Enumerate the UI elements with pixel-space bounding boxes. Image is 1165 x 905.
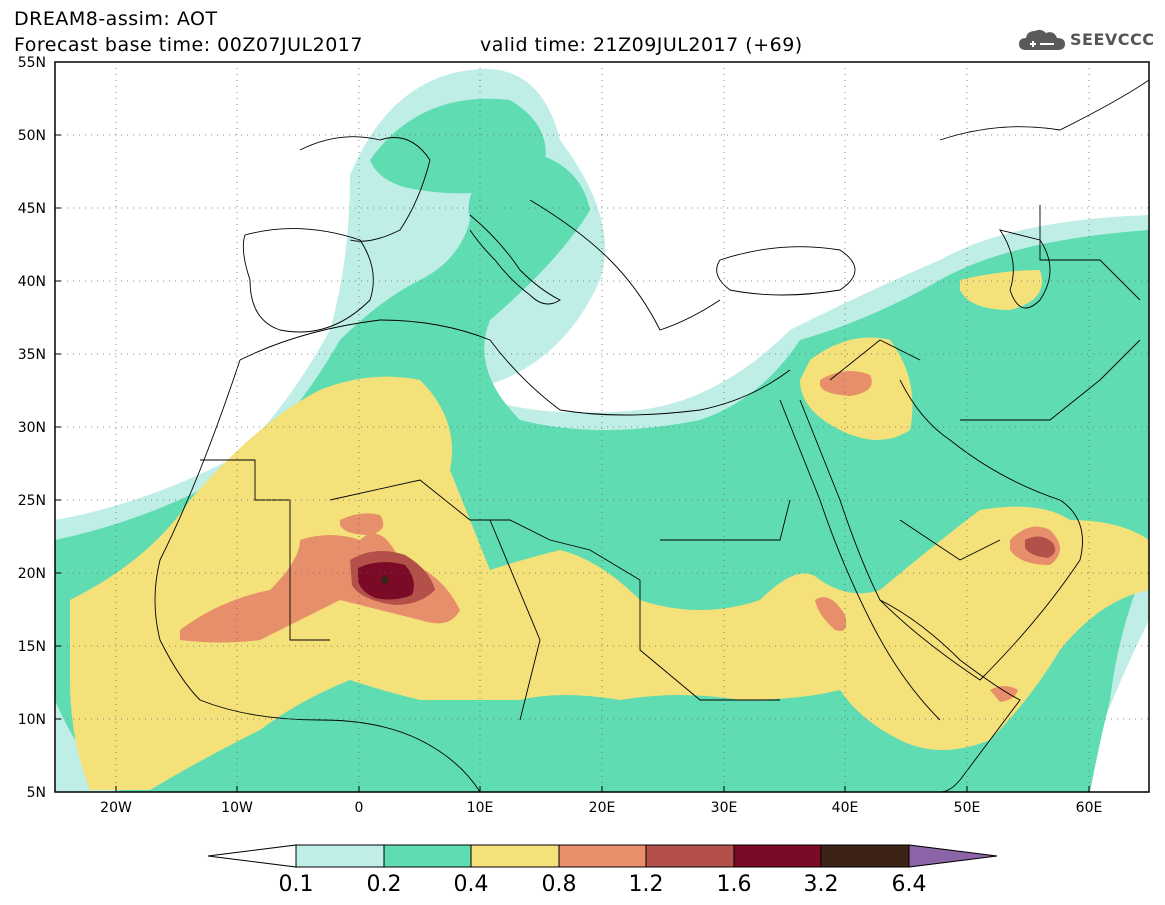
- colorbar-segment: [558, 844, 647, 868]
- graticule: [55, 62, 1149, 792]
- seevccc-logo: SEEVCCC: [1018, 26, 1155, 52]
- colorbar-label: 0.2: [367, 872, 402, 897]
- lat-label: 10N: [18, 712, 46, 728]
- lon-label: 20W: [100, 800, 132, 816]
- colorbar-label: 0.4: [454, 872, 489, 897]
- lon-label: 10W: [221, 800, 253, 816]
- valid-time: valid time: 21Z09JUL2017 (+69): [480, 34, 803, 56]
- lat-label: 45N: [18, 201, 46, 217]
- colorbar-label: 0.1: [279, 872, 314, 897]
- lon-label: 10E: [467, 800, 494, 816]
- colorbar-label: 6.4: [892, 872, 927, 897]
- lon-label: 20E: [589, 800, 616, 816]
- lon-label: 60E: [1076, 800, 1103, 816]
- forecast-base-time: Forecast base time: 00Z07JUL2017: [14, 34, 363, 56]
- lat-label: 20N: [18, 566, 46, 582]
- lon-label: 40E: [832, 800, 859, 816]
- tick-marks: [55, 61, 1090, 792]
- lat-label: 50N: [18, 128, 46, 144]
- cloud-icon: [1019, 29, 1065, 50]
- colorbar-label: 1.6: [717, 872, 752, 897]
- lat-label: 40N: [18, 274, 46, 290]
- lat-label: 55N: [18, 55, 46, 71]
- lat-label: 5N: [27, 785, 46, 801]
- colorbar-labels: 0.1 0.2 0.4 0.8 1.2 1.6 3.2 6.4: [279, 872, 927, 897]
- lat-labels: 55N 50N 45N 40N 35N 30N 25N 20N 15N 10N …: [18, 55, 46, 801]
- colorbar: [207, 844, 998, 868]
- colorbar-segment: [645, 844, 735, 868]
- colorbar-label: 3.2: [804, 872, 839, 897]
- colorbar-segment: [383, 844, 472, 868]
- colorbar-low-triangle: [207, 844, 297, 868]
- lon-labels: 20W 10W 0 10E 20E 30E 40E 50E 60E: [100, 800, 1102, 816]
- colorbar-segment: [820, 844, 910, 868]
- colorbar-high-triangle: [908, 844, 998, 868]
- colorbar-segment: [733, 844, 822, 868]
- coastlines-borders: [154, 79, 1149, 792]
- map-title: DREAM8-assim: AOT: [14, 8, 218, 30]
- lat-label: 25N: [18, 493, 46, 509]
- lat-label: 30N: [18, 420, 46, 436]
- colorbar-segment: [470, 844, 560, 868]
- lon-label: 0: [355, 800, 364, 816]
- colorbar-segment: [295, 844, 385, 868]
- colorbar-label: 0.8: [542, 872, 577, 897]
- lat-label: 35N: [18, 347, 46, 363]
- lon-label: 30E: [711, 800, 738, 816]
- lat-label: 15N: [18, 639, 46, 655]
- logo-text: SEEVCCC: [1070, 29, 1155, 49]
- colorbar-label: 1.2: [629, 872, 664, 897]
- lon-label: 50E: [954, 800, 981, 816]
